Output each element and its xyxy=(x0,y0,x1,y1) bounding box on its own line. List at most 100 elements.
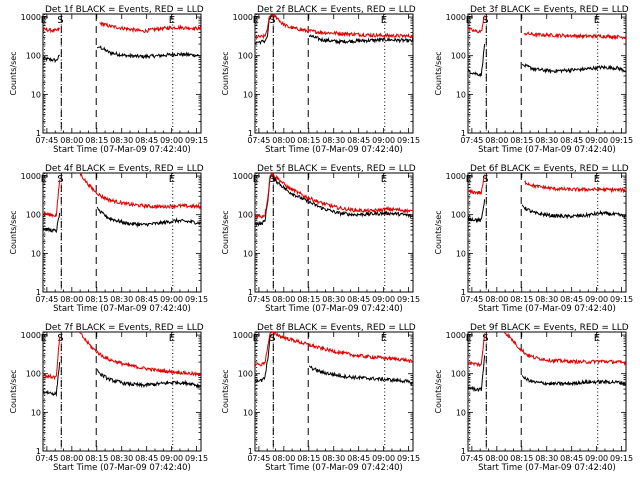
lld-series-line xyxy=(43,173,201,219)
y-tick-label: 1 xyxy=(36,288,41,297)
x-tick-label: 09:15 xyxy=(185,454,208,463)
y-axis-label: Counts/sec xyxy=(9,51,18,95)
y-tick-label: 10 xyxy=(243,249,253,258)
marker-label: E xyxy=(594,174,600,185)
marker-label: S xyxy=(482,15,488,26)
plot-frame xyxy=(467,172,627,293)
x-tick-label: 08:00 xyxy=(485,136,508,145)
x-axis-label: Start Time (07-Mar-09 07:42:40) xyxy=(478,463,616,473)
x-tick-label: 08:30 xyxy=(110,136,133,145)
x-tick-label: 07:45 xyxy=(247,136,270,145)
marker-label: S xyxy=(57,333,63,344)
marker-label: S xyxy=(482,174,488,185)
events-series-line xyxy=(468,199,626,224)
x-tick-label: 08:00 xyxy=(272,136,295,145)
detector-panel: Det 9f BLACK = Events, RED = LLD 1 10 100 10… xyxy=(434,323,633,473)
x-tick-label: 09:15 xyxy=(397,295,420,304)
x-tick-label: 08:45 xyxy=(135,295,158,304)
lld-series-line xyxy=(255,14,413,40)
panel-title: Det 7f BLACK = Events, RED = LLD xyxy=(45,323,204,333)
marker-label: S xyxy=(482,333,488,344)
marker-label: E xyxy=(169,333,175,344)
x-tick-label: 08:15 xyxy=(510,295,533,304)
panel-title: Det 2f BLACK = Events, RED = LLD xyxy=(257,5,416,15)
panel-title: Det 6f BLACK = Events, RED = LLD xyxy=(470,164,629,174)
y-axis-label: Counts/sec xyxy=(434,210,443,254)
y-tick-label: 1000 xyxy=(21,172,41,181)
lld-series-line xyxy=(468,15,626,41)
x-tick-label: 09:15 xyxy=(397,454,420,463)
events-series-line xyxy=(255,334,413,387)
marker-label: E xyxy=(466,333,472,344)
y-tick-label: 100 xyxy=(238,370,253,379)
x-tick-label: 09:00 xyxy=(372,454,395,463)
x-tick-label: 09:00 xyxy=(585,136,608,145)
plot-frame xyxy=(42,331,202,452)
x-axis-label: Start Time (07-Mar-09 07:42:40) xyxy=(478,145,616,155)
marker-label: E xyxy=(594,333,600,344)
y-tick-label: 1 xyxy=(461,129,466,138)
y-tick-label: 10 xyxy=(243,90,253,99)
y-tick-label: 1 xyxy=(36,129,41,138)
x-tick-label: 08:15 xyxy=(297,295,320,304)
x-axis-label: Start Time (07-Mar-09 07:42:40) xyxy=(265,463,403,473)
x-tick-label: 07:45 xyxy=(247,295,270,304)
x-tick-label: 09:00 xyxy=(372,136,395,145)
marker-label: E xyxy=(253,15,259,26)
detector-panel: Det 6f BLACK = Events, RED = LLD 1 10 100 10… xyxy=(434,164,633,314)
y-tick-label: 10 xyxy=(456,249,466,258)
marker-label: S xyxy=(269,15,275,26)
plot-frame xyxy=(254,172,414,293)
x-tick-label: 09:15 xyxy=(610,295,633,304)
panel-title: Det 5f BLACK = Events, RED = LLD xyxy=(257,164,416,174)
x-tick-label: 08:30 xyxy=(322,136,345,145)
x-tick-label: 09:00 xyxy=(160,454,183,463)
x-tick-label: 08:45 xyxy=(135,136,158,145)
x-tick-label: 08:00 xyxy=(60,295,83,304)
y-tick-label: 100 xyxy=(238,52,253,61)
x-axis-label: Start Time (07-Mar-09 07:42:40) xyxy=(53,463,191,473)
x-tick-label: 08:15 xyxy=(297,136,320,145)
x-tick-label: 09:15 xyxy=(610,136,633,145)
x-tick-label: 08:00 xyxy=(485,295,508,304)
x-tick-label: 07:45 xyxy=(35,295,58,304)
lld-series-line xyxy=(43,21,201,34)
events-series-line xyxy=(255,15,413,46)
y-axis-label: Counts/sec xyxy=(221,369,230,413)
plot-frame xyxy=(467,13,627,134)
x-tick-label: 08:00 xyxy=(60,136,83,145)
plot-frame xyxy=(254,331,414,452)
marker-label: E xyxy=(253,333,259,344)
events-series-line xyxy=(43,45,201,64)
x-tick-label: 08:15 xyxy=(510,454,533,463)
y-tick-label: 1 xyxy=(248,447,253,456)
y-tick-label: 10 xyxy=(456,408,466,417)
events-series-line xyxy=(468,355,626,393)
y-tick-label: 100 xyxy=(26,52,41,61)
y-tick-label: 10 xyxy=(31,249,41,258)
x-tick-label: 08:15 xyxy=(85,454,108,463)
y-axis-label: Counts/sec xyxy=(434,369,443,413)
detector-panel: Det 5f BLACK = Events, RED = LLD 1 10 100 10… xyxy=(221,164,420,314)
y-tick-label: 1000 xyxy=(233,331,253,340)
events-series-line xyxy=(255,174,413,227)
marker-label: E xyxy=(41,15,47,26)
x-tick-label: 09:15 xyxy=(185,136,208,145)
y-tick-label: 100 xyxy=(26,211,41,220)
y-tick-label: 1 xyxy=(461,288,466,297)
x-tick-label: 08:30 xyxy=(535,136,558,145)
y-tick-label: 1 xyxy=(36,447,41,456)
y-tick-label: 100 xyxy=(451,370,466,379)
x-tick-label: 07:45 xyxy=(460,136,483,145)
lld-series-line xyxy=(255,173,413,220)
x-tick-label: 08:45 xyxy=(560,454,583,463)
y-tick-label: 1000 xyxy=(446,13,466,22)
events-series-line xyxy=(43,362,201,397)
lld-series-line xyxy=(43,332,201,381)
y-tick-label: 1000 xyxy=(233,13,253,22)
plot-frame xyxy=(42,13,202,134)
y-tick-label: 1000 xyxy=(21,331,41,340)
y-axis-label: Counts/sec xyxy=(434,51,443,95)
x-tick-label: 08:30 xyxy=(535,454,558,463)
detector-panel: Det 7f BLACK = Events, RED = LLD 1 10 100 10… xyxy=(9,323,208,473)
